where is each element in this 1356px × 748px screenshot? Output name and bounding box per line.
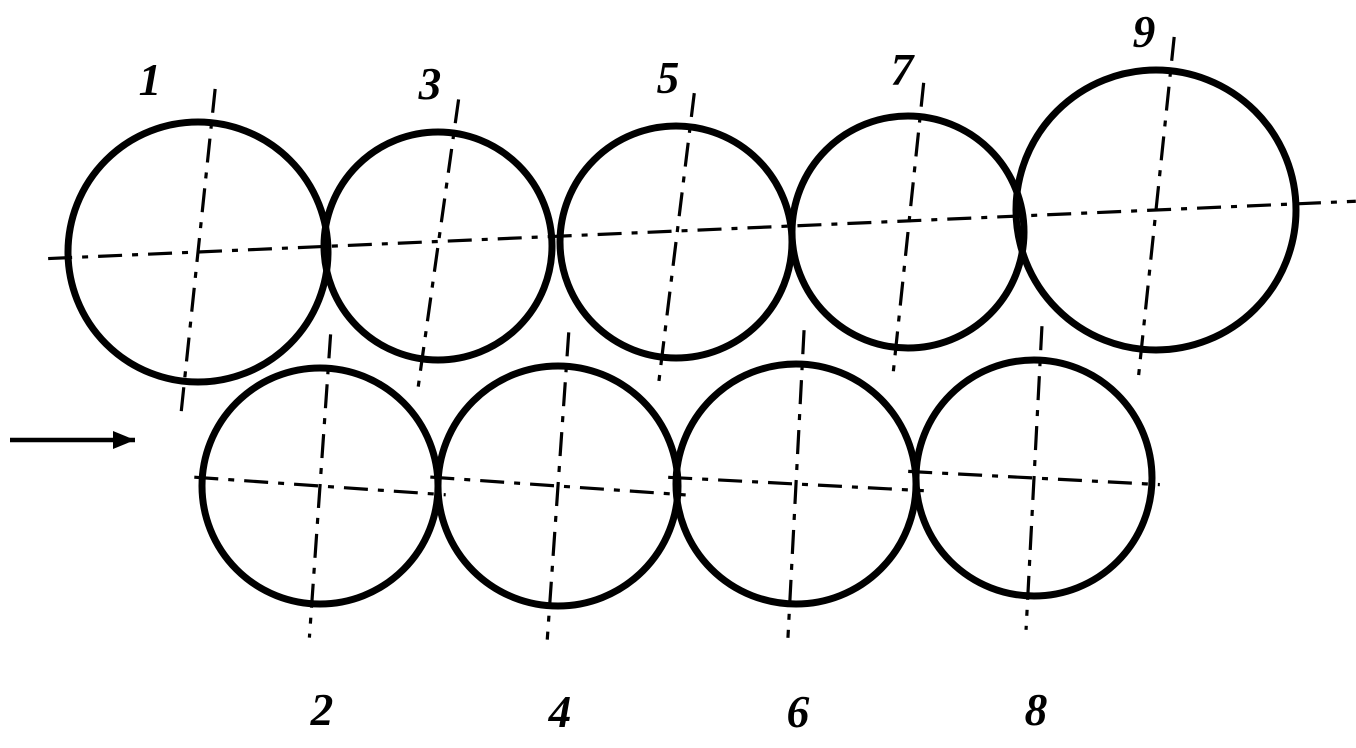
circle-4 xyxy=(430,332,685,639)
diagram-svg xyxy=(0,0,1356,748)
feed-arrow-icon xyxy=(113,431,135,449)
circle-1 xyxy=(68,89,328,415)
circle-label-9: 9 xyxy=(1133,6,1156,58)
circle-label-6: 6 xyxy=(787,686,810,738)
circle-8 xyxy=(908,326,1160,630)
circle-label-5: 5 xyxy=(657,52,680,104)
circle-label-7: 7 xyxy=(891,44,914,96)
circle-label-4: 4 xyxy=(549,686,572,738)
circle-6 xyxy=(668,330,924,638)
circle-label-8: 8 xyxy=(1025,684,1048,736)
circle-label-1: 1 xyxy=(139,54,162,106)
diagram-stage: 1 3 5 7 9 2 4 6 8 xyxy=(0,0,1356,748)
circle-label-3: 3 xyxy=(419,58,442,110)
circle-7 xyxy=(792,83,1024,381)
circle-9 xyxy=(1016,37,1296,383)
circle-5 xyxy=(560,93,792,391)
circle-label-2: 2 xyxy=(311,684,334,736)
